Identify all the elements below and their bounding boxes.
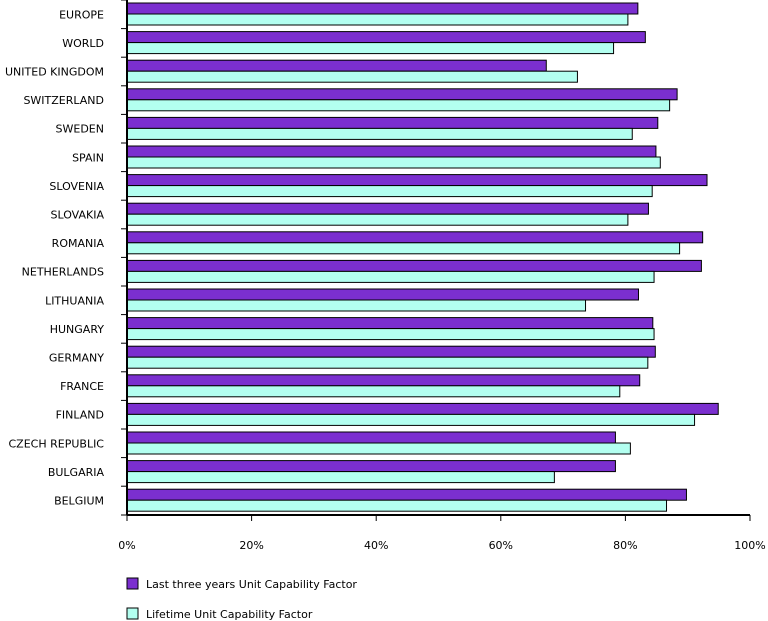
bar-last-three-years-sweden [126, 116, 659, 129]
bar-last-three-years-slovenia [126, 174, 708, 187]
bar-lifetime-romania [126, 242, 681, 255]
bar-last-three-years-lithuania [126, 288, 639, 301]
bar-lifetime-spain [126, 156, 661, 169]
category-label: BELGIUM [54, 495, 104, 508]
legend-swatch [126, 577, 139, 590]
bar-lifetime-slovenia [126, 185, 653, 198]
category-label: EUROPE [59, 8, 104, 21]
category-label: SPAIN [72, 151, 104, 164]
bar-lifetime-finland [126, 413, 696, 426]
bar-lifetime-world [126, 42, 615, 55]
bar-last-three-years-slovakia [126, 202, 649, 215]
bar-lifetime-bulgaria [126, 471, 555, 484]
bar-lifetime-united-kingdom [126, 70, 578, 83]
category-label: NETHERLANDS [22, 266, 104, 279]
x-tick-label: 60% [489, 539, 513, 552]
category-label: CZECH REPUBLIC [9, 437, 105, 450]
bar-last-three-years-france [126, 374, 641, 387]
x-tick-label: 0% [118, 539, 135, 552]
category-label: HUNGARY [50, 323, 105, 336]
bar-last-three-years-finland [126, 402, 719, 415]
category-label: SWITZERLAND [23, 94, 104, 107]
legend-swatch [126, 607, 139, 620]
bar-lifetime-france [126, 385, 621, 398]
bars-layer [126, 2, 719, 512]
bar-last-three-years-spain [126, 145, 657, 158]
category-label: WORLD [62, 37, 104, 50]
x-axis-ticks: 0% 20% 40% 60% 80% 100% [118, 515, 766, 552]
bar-lifetime-hungary [126, 328, 655, 341]
category-label: GERMANY [49, 352, 104, 365]
bar-lifetime-lithuania [126, 299, 587, 312]
bar-last-three-years-hungary [126, 317, 654, 330]
bar-lifetime-switzerland [126, 99, 671, 112]
bar-lifetime-netherlands [126, 270, 655, 283]
category-label: ROMANIA [52, 237, 105, 250]
category-label: SLOVAKIA [50, 209, 104, 222]
x-tick-label: 20% [239, 539, 263, 552]
category-label: FRANCE [60, 380, 104, 393]
bar-lifetime-czech-republic [126, 442, 631, 455]
x-tick-label: 80% [613, 539, 637, 552]
bar-last-three-years-germany [126, 345, 656, 358]
bar-last-three-years-united-kingdom [126, 59, 547, 72]
category-label: SWEDEN [56, 123, 104, 136]
bar-lifetime-belgium [126, 499, 668, 512]
category-label: LITHUANIA [45, 294, 104, 307]
bar-lifetime-germany [126, 356, 649, 369]
x-tick-label: 100% [734, 539, 765, 552]
category-label: FINLAND [56, 409, 104, 422]
legend-label: Lifetime Unit Capability Factor [146, 608, 313, 621]
x-tick-label: 40% [364, 539, 388, 552]
category-label: SLOVENIA [49, 180, 104, 193]
bar-last-three-years-czech-republic [126, 431, 616, 444]
bar-last-three-years-belgium [126, 488, 687, 501]
bar-last-three-years-romania [126, 231, 704, 244]
legend-label: Last three years Unit Capability Factor [146, 578, 357, 591]
y-axis-ticks [121, 0, 127, 516]
bar-lifetime-slovakia [126, 213, 629, 226]
category-label: BULGARIA [48, 466, 105, 479]
bar-lifetime-europe [126, 13, 629, 26]
category-label: UNITED KINGDOM [5, 66, 104, 79]
bar-lifetime-sweden [126, 127, 633, 140]
bar-last-three-years-netherlands [126, 259, 702, 272]
bar-last-three-years-switzerland [126, 88, 678, 101]
legend: Last three years Unit Capability Factor L… [126, 577, 357, 621]
bar-last-three-years-europe [126, 2, 639, 15]
bar-last-three-years-world [126, 31, 646, 44]
bar-last-three-years-bulgaria [126, 460, 616, 473]
category-labels: EUROPE WORLD UNITED KINGDOM SWITZERLAND SWED… [5, 8, 104, 507]
